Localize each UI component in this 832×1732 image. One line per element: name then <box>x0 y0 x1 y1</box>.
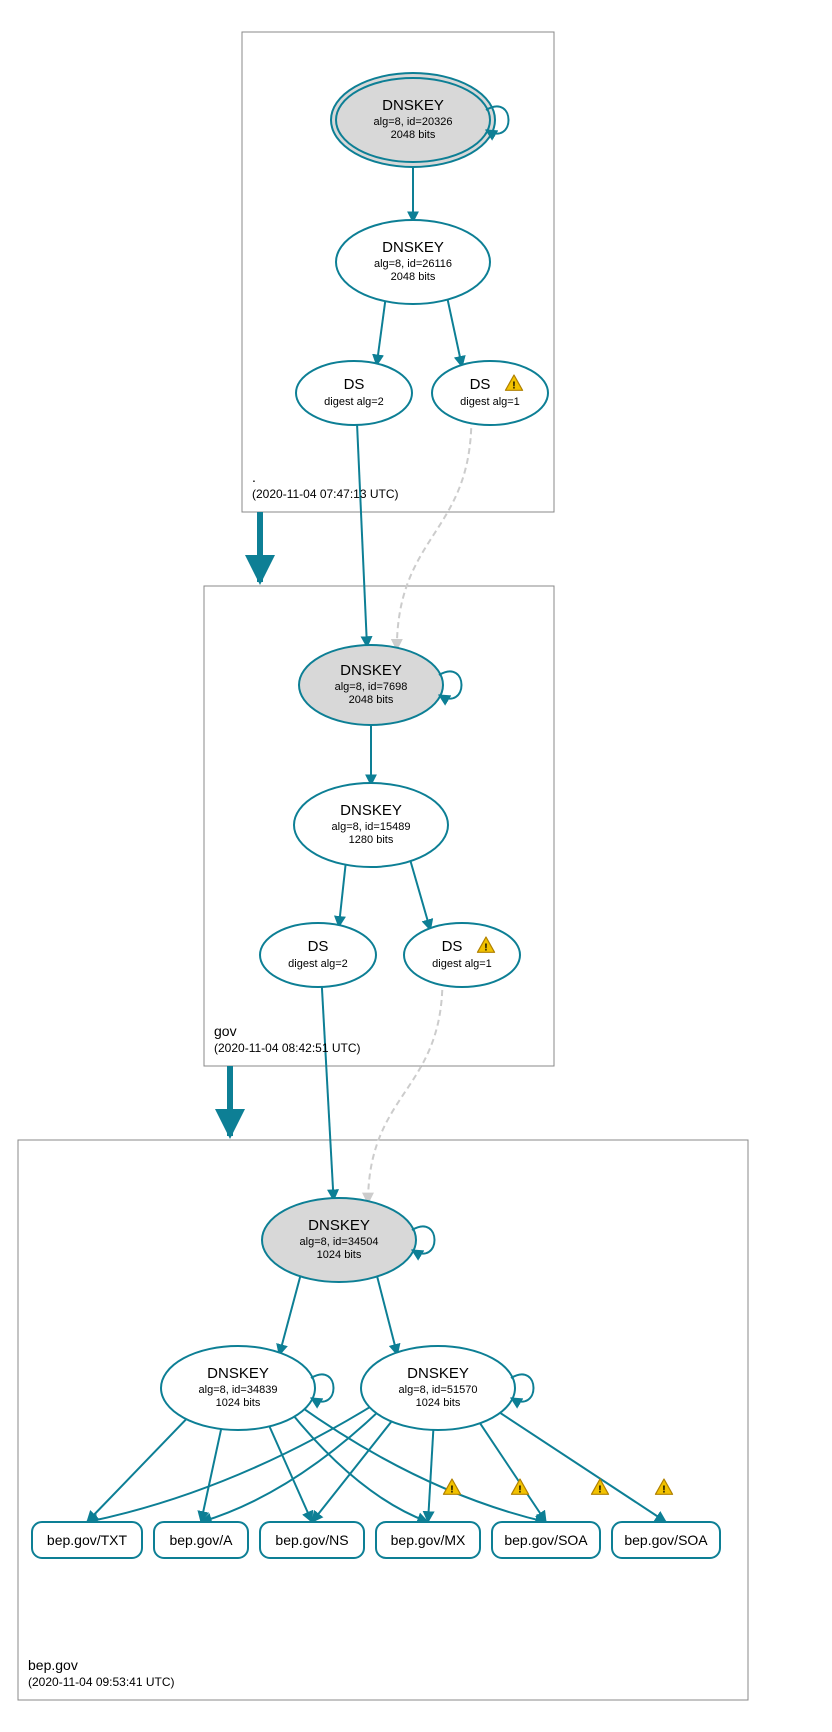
edge <box>446 293 462 367</box>
node-r6[interactable]: bep.gov/SOA <box>612 1522 720 1558</box>
svg-text:bep.gov/NS: bep.gov/NS <box>275 1532 348 1548</box>
svg-text:DNSKEY: DNSKEY <box>340 802 402 819</box>
svg-text:digest alg=2: digest alg=2 <box>324 396 384 408</box>
edge <box>279 1269 302 1355</box>
svg-text:alg=8, id=15489: alg=8, id=15489 <box>332 821 411 833</box>
svg-text:(2020-11-04 07:47:13 UTC): (2020-11-04 07:47:13 UTC) <box>252 487 399 501</box>
svg-text:DNSKEY: DNSKEY <box>382 97 444 114</box>
svg-text:DS: DS <box>442 938 463 955</box>
svg-text:alg=8, id=34839: alg=8, id=34839 <box>199 1384 278 1396</box>
svg-text:bep.gov/SOA: bep.gov/SOA <box>504 1532 588 1548</box>
node-n3[interactable]: DS digest alg=2 <box>296 361 412 425</box>
edge <box>375 1270 397 1355</box>
svg-text:DNSKEY: DNSKEY <box>308 1217 370 1234</box>
svg-text:!: ! <box>518 1484 521 1495</box>
svg-text:DS: DS <box>344 376 365 393</box>
node-n1[interactable]: DNSKEY alg=8, id=203262048 bits <box>331 73 509 167</box>
svg-text:alg=8, id=34504: alg=8, id=34504 <box>300 1236 379 1248</box>
svg-text:!: ! <box>662 1484 665 1495</box>
svg-text:1280 bits: 1280 bits <box>349 834 394 846</box>
svg-text:2048 bits: 2048 bits <box>391 129 436 141</box>
svg-text:1024 bits: 1024 bits <box>416 1397 461 1409</box>
svg-text:!: ! <box>450 1484 453 1495</box>
svg-text:2048 bits: 2048 bits <box>349 694 394 706</box>
edge <box>322 982 334 1200</box>
node-n7[interactable]: DS digest alg=2 <box>260 923 376 987</box>
node-n4[interactable]: DS digest alg=1! <box>432 361 548 425</box>
svg-text:(2020-11-04 08:42:51 UTC): (2020-11-04 08:42:51 UTC) <box>214 1041 361 1055</box>
node-r4[interactable]: bep.gov/MX <box>376 1522 480 1558</box>
node-n8[interactable]: DS digest alg=1! <box>404 923 520 987</box>
node-n2[interactable]: DNSKEY alg=8, id=261162048 bits <box>336 220 490 304</box>
svg-text:alg=8, id=26116: alg=8, id=26116 <box>374 258 452 270</box>
edge <box>201 1423 223 1522</box>
svg-text:DNSKEY: DNSKEY <box>207 1365 269 1382</box>
svg-text:DNSKEY: DNSKEY <box>382 239 444 256</box>
svg-text:DS: DS <box>470 376 491 393</box>
svg-text:bep.gov: bep.gov <box>28 1657 78 1673</box>
edge <box>312 1415 396 1522</box>
svg-text:bep.gov/TXT: bep.gov/TXT <box>47 1532 128 1548</box>
svg-text:!: ! <box>512 380 515 391</box>
node-r2[interactable]: bep.gov/A <box>154 1522 248 1558</box>
edge <box>492 1408 666 1522</box>
dnssec-diagram: DNSKEYalg=8, id=203262048 bitsDNSKEYalg=… <box>0 0 832 1732</box>
svg-text:digest alg=2: digest alg=2 <box>288 958 348 970</box>
node-r5[interactable]: bep.gov/SOA <box>492 1522 600 1558</box>
svg-text:digest alg=1: digest alg=1 <box>460 396 520 408</box>
edge <box>397 418 472 650</box>
edge <box>476 1417 546 1522</box>
edge <box>357 420 367 647</box>
svg-text:.: . <box>252 469 256 485</box>
edge <box>409 854 431 930</box>
node-r1[interactable]: bep.gov/TXT <box>32 1522 142 1558</box>
svg-text:bep.gov/MX: bep.gov/MX <box>391 1532 466 1548</box>
edge <box>368 980 442 1203</box>
svg-text:!: ! <box>598 1484 601 1495</box>
svg-text:DS: DS <box>308 938 329 955</box>
node-n9[interactable]: DNSKEY alg=8, id=345041024 bits <box>262 1198 435 1282</box>
node-r3[interactable]: bep.gov/NS <box>260 1522 364 1558</box>
svg-text:gov: gov <box>214 1023 237 1039</box>
svg-text:1024 bits: 1024 bits <box>317 1249 362 1261</box>
edge <box>377 295 386 366</box>
node-n5[interactable]: DNSKEY alg=8, id=76982048 bits <box>299 645 462 725</box>
edge <box>428 1424 434 1522</box>
svg-text:digest alg=1: digest alg=1 <box>432 958 492 970</box>
node-n6[interactable]: DNSKEY alg=8, id=154891280 bits <box>294 783 448 867</box>
node-n10[interactable]: DNSKEY alg=8, id=348391024 bits <box>161 1346 334 1430</box>
svg-text:alg=8, id=51570: alg=8, id=51570 <box>399 1384 478 1396</box>
svg-text:DNSKEY: DNSKEY <box>407 1365 469 1382</box>
edge <box>87 1413 192 1522</box>
edge <box>339 858 346 927</box>
svg-text:1024 bits: 1024 bits <box>216 1397 261 1409</box>
svg-text:alg=8, id=7698: alg=8, id=7698 <box>335 681 408 693</box>
svg-text:alg=8, id=20326: alg=8, id=20326 <box>374 116 453 128</box>
svg-text:2048 bits: 2048 bits <box>391 271 436 283</box>
svg-text:(2020-11-04 09:53:41 UTC): (2020-11-04 09:53:41 UTC) <box>28 1675 175 1689</box>
svg-text:bep.gov/SOA: bep.gov/SOA <box>624 1532 708 1548</box>
svg-text:bep.gov/A: bep.gov/A <box>169 1532 233 1548</box>
svg-text:DNSKEY: DNSKEY <box>340 662 402 679</box>
svg-text:!: ! <box>484 942 487 953</box>
